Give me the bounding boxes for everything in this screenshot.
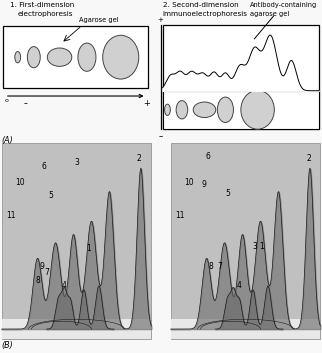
Bar [2, 143, 151, 339]
Text: (B): (B) [2, 341, 13, 350]
Bar [163, 91, 319, 129]
Text: 7: 7 [44, 268, 49, 277]
Bar [163, 25, 319, 129]
Ellipse shape [165, 104, 170, 115]
Ellipse shape [47, 48, 72, 66]
Text: 11: 11 [6, 211, 15, 220]
Text: immunoelectrophoresis: immunoelectrophoresis [163, 11, 248, 17]
Text: o: o [5, 98, 9, 103]
Ellipse shape [176, 101, 188, 119]
Ellipse shape [217, 97, 233, 122]
Ellipse shape [27, 47, 40, 68]
Text: 10: 10 [184, 178, 194, 187]
Text: 4: 4 [237, 281, 242, 291]
Text: 5: 5 [49, 191, 53, 201]
Text: 3: 3 [252, 242, 257, 251]
Text: 6: 6 [41, 162, 46, 171]
Text: 4: 4 [62, 281, 67, 291]
Bar [171, 143, 320, 339]
Text: 10: 10 [15, 178, 24, 187]
Text: 8: 8 [35, 276, 40, 285]
Text: agarose gel: agarose gel [250, 11, 289, 17]
Bar [3, 26, 148, 88]
Bar [171, 319, 320, 339]
Text: Agarose gel: Agarose gel [79, 17, 118, 23]
Text: 1: 1 [86, 244, 91, 253]
Text: 2: 2 [306, 154, 311, 163]
Ellipse shape [15, 52, 21, 63]
Text: 9: 9 [40, 262, 44, 271]
Text: –: – [24, 99, 28, 108]
Text: +: + [143, 99, 150, 108]
Text: 2. Second-dimension: 2. Second-dimension [163, 2, 238, 8]
Text: 6: 6 [206, 152, 211, 161]
Text: 5: 5 [225, 190, 230, 198]
Text: 11: 11 [175, 211, 185, 220]
Ellipse shape [103, 35, 139, 79]
Text: 8: 8 [209, 262, 213, 271]
Bar [2, 319, 151, 339]
Ellipse shape [78, 43, 96, 71]
Text: electrophoresis: electrophoresis [18, 11, 73, 17]
Text: 9: 9 [201, 180, 206, 189]
Text: –: – [158, 132, 163, 140]
Text: 1: 1 [260, 242, 264, 251]
Text: (A): (A) [2, 136, 13, 145]
Ellipse shape [193, 102, 216, 118]
Text: 7: 7 [218, 262, 223, 271]
Text: 1. First-dimension: 1. First-dimension [10, 2, 74, 8]
Text: 3: 3 [74, 158, 79, 167]
Text: +: + [157, 17, 163, 23]
Ellipse shape [241, 90, 274, 129]
Text: Antibody-containing: Antibody-containing [250, 2, 317, 8]
Text: 2: 2 [137, 154, 142, 163]
